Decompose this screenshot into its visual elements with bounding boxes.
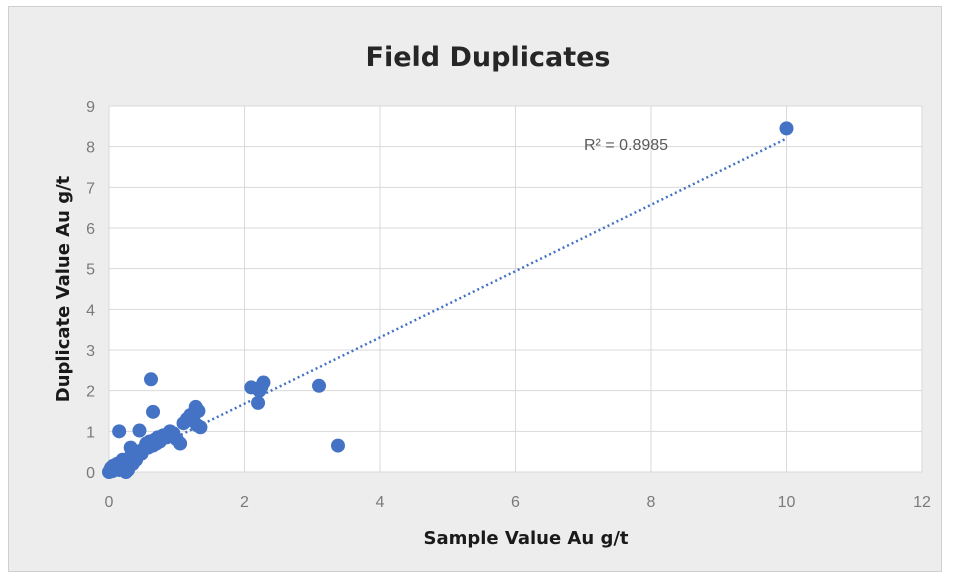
data-point (112, 424, 127, 439)
y-tick-label: 1 (86, 424, 95, 441)
x-tick-label: 6 (511, 494, 520, 511)
x-tick-label: 0 (105, 494, 114, 511)
data-point (193, 420, 208, 435)
y-axis-title: Duplicate Value Au g/t (53, 175, 74, 402)
data-point (144, 372, 159, 387)
data-point (779, 121, 794, 136)
data-point (251, 395, 266, 410)
x-tick-label: 10 (778, 494, 796, 511)
chart-frame: Field Duplicates 0 1 2 3 4 5 6 7 8 9 0 2 4 6 8 10 12 R² … (8, 6, 942, 572)
x-tick-label: 4 (376, 494, 385, 511)
x-tick-label: 12 (913, 494, 931, 511)
data-point (132, 423, 147, 438)
data-point (173, 436, 188, 451)
x-axis-title: Sample Value Au g/t (423, 528, 628, 549)
y-tick-label: 0 (86, 465, 95, 482)
data-point (146, 404, 161, 419)
grid (108, 105, 923, 473)
r-squared-label: R² = 0.8985 (584, 137, 668, 154)
data-point (312, 378, 327, 393)
data-point (191, 404, 206, 418)
y-tick-label: 6 (86, 221, 95, 238)
y-tick-label: 4 (86, 302, 95, 319)
trendline-path (108, 137, 788, 472)
data-point (130, 448, 145, 463)
y-tick-label: 3 (86, 343, 95, 360)
trendline (108, 137, 788, 472)
data-points (102, 121, 794, 479)
y-tick-label: 5 (86, 262, 95, 279)
y-tick-label: 8 (86, 140, 95, 157)
y-tick-label: 7 (86, 180, 95, 197)
data-point (256, 375, 271, 390)
y-tick-label: 9 (86, 99, 95, 116)
chart-title: Field Duplicates (366, 42, 611, 73)
data-point (330, 438, 345, 453)
x-tick-label: 2 (240, 494, 249, 511)
y-tick-label: 2 (86, 384, 95, 401)
x-tick-label: 8 (647, 494, 656, 511)
